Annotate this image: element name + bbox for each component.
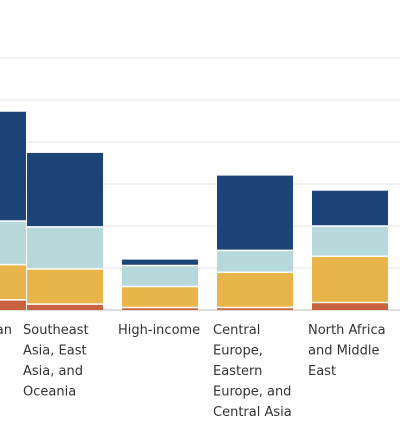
bar-segment-2-3 (122, 259, 198, 266)
bar-segment-0-2 (0, 220, 26, 265)
bar-segment-0-3 (0, 111, 26, 221)
bar-segment-1-2 (27, 226, 103, 269)
x-tick-label-4-line-1: and Middle (308, 344, 380, 359)
bar-segment-3-0 (217, 307, 293, 310)
bar-segment-4-3 (312, 190, 388, 226)
bar-segment-2-1 (122, 286, 198, 308)
bar-segment-3-3 (217, 175, 293, 251)
bar-segment-0-0 (0, 299, 26, 310)
x-tick-label-3-line-1: Europe, (213, 344, 263, 359)
bar-segment-1-0 (27, 304, 103, 310)
bar-segment-2-2 (122, 265, 198, 287)
x-tick-label-3-line-0: Central (213, 323, 260, 338)
x-tick-label-0-line-0: an (0, 323, 12, 338)
bar-segment-3-1 (217, 272, 293, 308)
x-tick-label-1-line-2: Asia, and (23, 364, 83, 379)
x-tick-label-1-line-0: Southeast (23, 323, 89, 338)
bar-segment-0-1 (0, 264, 26, 300)
x-tick-label-3-line-4: Central Asia (213, 405, 292, 420)
bar-segment-1-1 (27, 268, 103, 305)
x-tick-label-3-line-2: Eastern (213, 364, 262, 379)
x-tick-label-4-line-0: North Africa (308, 323, 386, 338)
x-tick-label-3-line-3: Europe, and (213, 385, 291, 400)
x-tick-label-1-line-1: Asia, East (23, 344, 87, 359)
x-tick-label-4-line-2: East (308, 364, 336, 379)
x-tick-label-2-line-0: High-income (118, 323, 200, 338)
x-tick-labels: an Southeast Asia, East Asia, and Oceania Hig… (0, 323, 386, 420)
x-tick-label-1-line-3: Oceania (23, 385, 76, 400)
bar-segment-4-0 (312, 302, 388, 310)
bar-segment-3-2 (217, 250, 293, 273)
bars (0, 111, 388, 310)
bar-segment-4-2 (312, 226, 388, 257)
bar-segment-1-3 (27, 152, 103, 227)
bar-segment-2-0 (122, 307, 198, 310)
bar-segment-4-1 (312, 256, 388, 303)
